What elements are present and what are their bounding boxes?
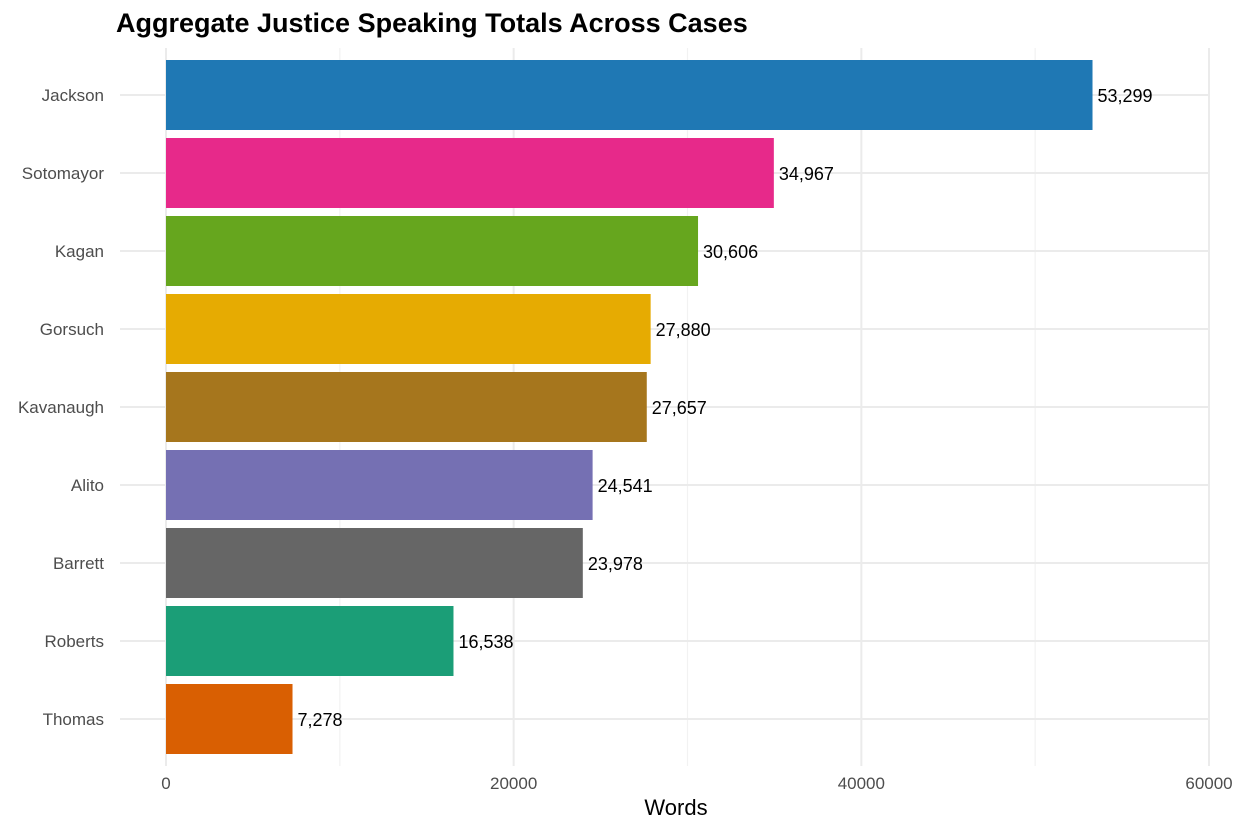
value-label: 16,538 <box>458 632 513 652</box>
x-tick-label: 20000 <box>490 774 537 793</box>
value-label: 34,967 <box>779 164 834 184</box>
category-label: Kavanaugh <box>18 398 104 417</box>
value-label: 53,299 <box>1098 86 1153 106</box>
value-label: 24,541 <box>598 476 653 496</box>
category-label: Gorsuch <box>40 320 104 339</box>
value-label: 30,606 <box>703 242 758 262</box>
value-label: 7,278 <box>298 710 343 730</box>
category-label: Barrett <box>53 554 104 573</box>
category-labels: Jackson Sotomayor Kagan Gorsuch Kavanaugh Ali… <box>18 86 104 729</box>
value-labels: 53,299 34,967 30,606 27,880 27,657 24,541 23,9… <box>298 86 1153 730</box>
bar-sotomayor <box>166 138 774 208</box>
bar-kavanaugh <box>166 372 647 442</box>
x-axis-title: Words <box>644 795 707 820</box>
x-tick-label: 60000 <box>1185 774 1232 793</box>
value-label: 27,880 <box>656 320 711 340</box>
category-label: Thomas <box>43 710 104 729</box>
x-axis-ticks: 0 20000 40000 60000 <box>161 774 1232 793</box>
category-label: Alito <box>71 476 104 495</box>
chart-title: Aggregate Justice Speaking Totals Across… <box>116 8 748 38</box>
x-tick-label: 0 <box>161 774 170 793</box>
bar-alito <box>166 450 593 520</box>
bar-jackson <box>166 60 1093 130</box>
bar-barrett <box>166 528 583 598</box>
bars <box>166 60 1093 754</box>
bar-gorsuch <box>166 294 651 364</box>
category-label: Jackson <box>42 86 104 105</box>
value-label: 27,657 <box>652 398 707 418</box>
x-tick-label: 40000 <box>838 774 885 793</box>
category-label: Sotomayor <box>22 164 105 183</box>
category-label: Roberts <box>44 632 104 651</box>
value-label: 23,978 <box>588 554 643 574</box>
category-label: Kagan <box>55 242 104 261</box>
bar-thomas <box>166 684 293 754</box>
bar-kagan <box>166 216 699 286</box>
bar-roberts <box>166 606 454 676</box>
